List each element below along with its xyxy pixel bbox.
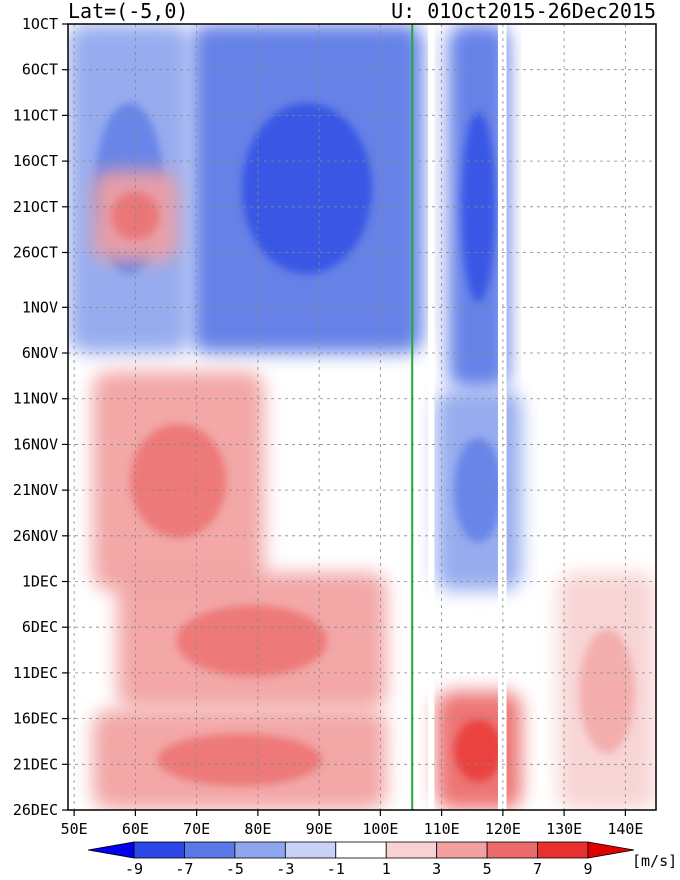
plot-area bbox=[67, 23, 657, 811]
colorbar-swatch-6 bbox=[385, 841, 438, 859]
wind-region-core-6 bbox=[176, 605, 328, 677]
y-tick-label-2: 11OCT bbox=[13, 106, 58, 124]
missing-data-strips bbox=[428, 24, 507, 810]
colorbar-label-8: 7 bbox=[533, 860, 542, 878]
y-tick-label-9: 16NOV bbox=[13, 435, 58, 453]
colorbar-arrow-right bbox=[587, 841, 635, 859]
x-tick-label-2: 70E bbox=[183, 820, 210, 838]
colorbar-label-3: -3 bbox=[276, 860, 294, 878]
colorbar-label-5: 1 bbox=[382, 860, 391, 878]
y-tick-label-8: 11NOV bbox=[13, 390, 58, 408]
latitude-range-label: Lat=(-5,0) bbox=[68, 0, 188, 23]
colorbar-swatch-1 bbox=[133, 841, 185, 859]
y-tick-label-11: 26NOV bbox=[13, 527, 58, 545]
y-tick-label-14: 11DEC bbox=[13, 664, 58, 682]
colorbar-label-2: -5 bbox=[226, 860, 244, 878]
x-tick-label-7: 120E bbox=[485, 820, 521, 838]
x-tick-label-0: 50E bbox=[61, 820, 88, 838]
wind-region-core-9 bbox=[579, 629, 635, 753]
y-axis: 1OCT 6OCT 11OCT 16OCT 21OCT 26OCT 1NOV 6NOV 11NO… bbox=[13, 15, 68, 819]
y-tick-label-3: 16OCT bbox=[13, 152, 58, 170]
colorbar-swatch-5 bbox=[335, 841, 387, 859]
y-tick-label-0: 1OCT bbox=[22, 15, 58, 33]
colorbar-arrow-left bbox=[87, 841, 135, 859]
x-tick-label-1: 60E bbox=[122, 820, 149, 838]
wind-region-core-8 bbox=[454, 719, 503, 782]
x-tick-label-6: 110E bbox=[424, 820, 460, 838]
colorbar-label-4: -1 bbox=[327, 860, 345, 878]
x-tick-label-9: 140E bbox=[607, 820, 643, 838]
grid-lines bbox=[68, 24, 656, 810]
colorbar-label-0: -9 bbox=[125, 860, 143, 878]
wind-region-core-3 bbox=[461, 111, 496, 302]
y-tick-label-13: 6DEC bbox=[22, 618, 58, 636]
colorbar-swatch-9 bbox=[537, 841, 589, 859]
colorbar-swatch-8 bbox=[486, 841, 538, 859]
colorbar-units: [m/s] bbox=[632, 852, 677, 870]
wind-region-core-7 bbox=[157, 733, 322, 786]
x-tick-label-3: 80E bbox=[244, 820, 271, 838]
colorbar-labels: -9 -7 -5 -3 -1 1 3 5 7 9 bbox=[125, 860, 593, 878]
plot-frame bbox=[67, 23, 657, 811]
wind-region-core-4 bbox=[454, 437, 503, 543]
x-tick-label-5: 100E bbox=[362, 820, 398, 838]
y-tick-label-5: 26OCT bbox=[13, 243, 58, 261]
y-tick-label-10: 21NOV bbox=[13, 481, 58, 499]
chart-title: U: 01Oct2015-26Dec2015 bbox=[391, 0, 656, 23]
x-tick-label-4: 90E bbox=[306, 820, 333, 838]
colorbar-label-1: -7 bbox=[175, 860, 193, 878]
y-tick-label-4: 21OCT bbox=[13, 198, 58, 216]
colorbar-swatch-3 bbox=[234, 841, 286, 859]
y-tick-label-7: 6NOV bbox=[22, 344, 58, 362]
x-axis: 50E 60E 70E 80E 90E 100E 110E 120E 130E 140E bbox=[61, 810, 643, 838]
colorbar-label-7: 5 bbox=[483, 860, 492, 878]
colorbar-swatch-7 bbox=[436, 841, 488, 859]
y-tick-label-1: 6OCT bbox=[22, 61, 58, 79]
colorbar-label-6: 3 bbox=[432, 860, 441, 878]
y-tick-label-17: 26DEC bbox=[13, 801, 58, 819]
colorbar-swatches bbox=[87, 841, 635, 859]
colorbar-swatch-4 bbox=[284, 841, 337, 859]
wind-region-core-5 bbox=[130, 423, 227, 539]
colorbar-label-9: 9 bbox=[583, 860, 592, 878]
colorbar: -9 -7 -5 -3 -1 1 3 5 7 9 [m/s] bbox=[87, 841, 677, 878]
missing-data-strip-0 bbox=[428, 24, 435, 810]
missing-data-strip-1 bbox=[497, 24, 507, 810]
y-tick-label-6: 1NOV bbox=[22, 298, 58, 316]
x-tick-label-8: 130E bbox=[546, 820, 582, 838]
wind-region-core-0 bbox=[241, 102, 373, 275]
y-tick-label-15: 16DEC bbox=[13, 710, 58, 728]
y-tick-label-16: 21DEC bbox=[13, 755, 58, 773]
colorbar-swatch-2 bbox=[184, 841, 236, 859]
y-tick-label-12: 1DEC bbox=[22, 573, 58, 591]
